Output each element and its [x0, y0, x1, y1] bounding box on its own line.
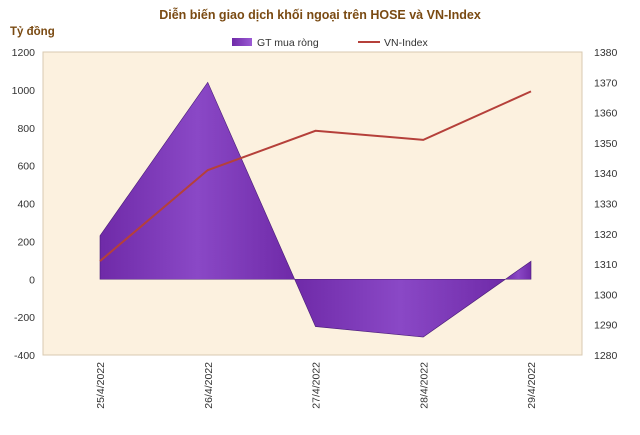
series-area-group: [99, 81, 532, 338]
x-tick-label: 25/4/2022: [95, 362, 107, 409]
left-tick-label: 200: [17, 236, 35, 248]
x-tick-label: 26/4/2022: [203, 362, 215, 409]
right-tick-label: 1330: [594, 199, 618, 211]
x-axis-ticks: 25/4/2022 26/4/2022 27/4/2022 28/4/2022 29/4…: [95, 362, 538, 409]
right-tick-label: 1350: [594, 138, 618, 150]
left-tick-label: 1000: [12, 85, 36, 97]
left-tick-label: 400: [17, 199, 35, 211]
left-tick-label: 0: [29, 274, 35, 286]
legend-label-vn-index: VN-Index: [384, 37, 429, 49]
left-tick-label: 600: [17, 161, 35, 173]
x-tick-label: 27/4/2022: [311, 362, 323, 409]
legend: GT mua ròng VN-Index: [232, 37, 429, 49]
x-tick-label: 28/4/2022: [418, 362, 430, 409]
right-tick-label: 1380: [594, 47, 618, 59]
right-tick-label: 1310: [594, 259, 618, 271]
legend-label-gt-mua-rong: GT mua ròng: [257, 37, 319, 49]
left-tick-label: 800: [17, 123, 35, 135]
right-tick-label: 1300: [594, 289, 618, 301]
legend-swatch-gt-mua-rong: [232, 38, 252, 46]
x-tick-label: 29/4/2022: [526, 362, 538, 409]
left-tick-label: -400: [14, 350, 35, 362]
chart-title: Diễn biến giao dịch khối ngoại trên HOSE…: [159, 8, 481, 22]
left-tick-label: -200: [14, 312, 35, 324]
series-line-group: [99, 90, 532, 262]
left-axis-ticks: -400 -200 0 200 400 600 800 1000 1200: [12, 47, 36, 362]
right-tick-label: 1340: [594, 168, 618, 180]
right-axis-ticks: 1280 1290 1300 1310 1320 1330 1340 1350 1360 1370…: [594, 47, 618, 362]
y-left-axis-title: Tỷ đồng: [10, 26, 55, 38]
right-tick-label: 1290: [594, 320, 618, 332]
left-tick-label: 1200: [12, 47, 36, 59]
right-tick-label: 1280: [594, 350, 618, 362]
right-tick-label: 1360: [594, 108, 618, 120]
right-tick-label: 1370: [594, 77, 618, 89]
right-tick-label: 1320: [594, 229, 618, 241]
vn-index-line: [99, 90, 532, 262]
